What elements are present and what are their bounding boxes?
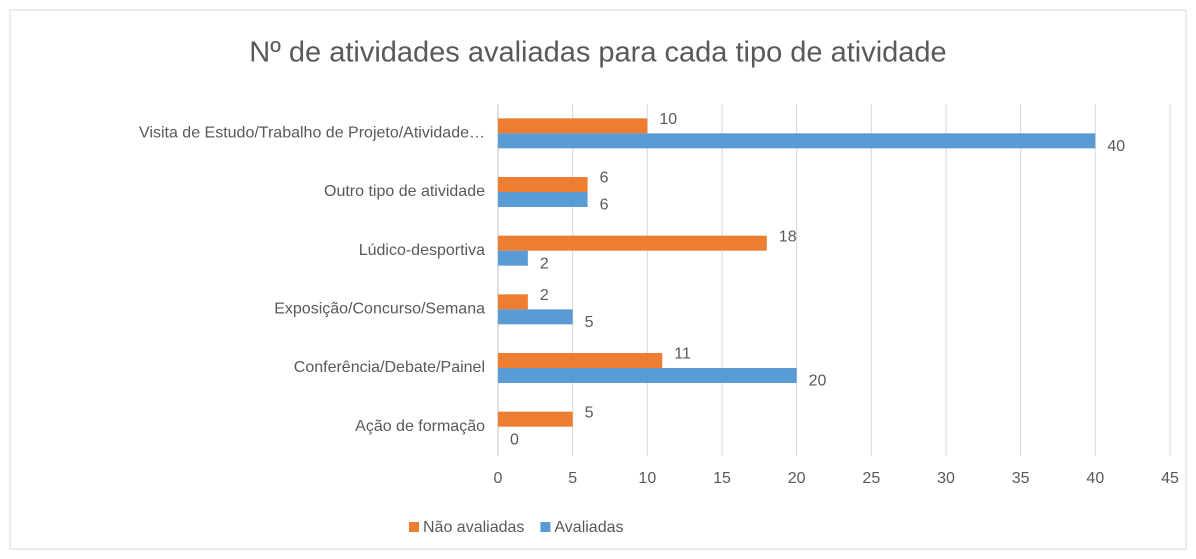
data-label: 0 (510, 431, 519, 448)
bar (498, 133, 1096, 149)
y-tick-label: Outro tipo de atividade (324, 183, 485, 200)
data-label: 5 (585, 404, 594, 421)
data-label: 6 (600, 197, 609, 214)
chart-title: Nº de atividades avaliadas para cada tip… (249, 37, 946, 69)
x-tick-label: 45 (1161, 470, 1179, 487)
data-label: 20 (809, 373, 827, 390)
y-tick-label: Exposição/Concurso/Semana (274, 301, 485, 318)
bar (498, 118, 648, 134)
data-label: 2 (540, 255, 549, 272)
y-tick-label: Ação de formação (355, 418, 485, 435)
legend-label: Não avaliadas (423, 519, 524, 536)
x-tick-label: 15 (713, 470, 731, 487)
legend-swatch (540, 522, 551, 532)
x-tick-label: 30 (937, 470, 955, 487)
bar (498, 309, 573, 325)
bar (498, 411, 573, 427)
bar (498, 250, 528, 266)
x-tick-label: 25 (862, 470, 880, 487)
legend-swatch (409, 522, 419, 532)
data-label: 6 (600, 170, 609, 187)
x-tick-label: 40 (1086, 470, 1104, 487)
y-tick-label: Visita de Estudo/Trabalho de Projeto/Ati… (139, 125, 485, 142)
bar (498, 235, 767, 251)
bar (498, 294, 528, 310)
y-tick-label: Conferência/Debate/Painel (294, 359, 485, 376)
legend-label: Avaliadas (554, 519, 623, 536)
chart-frame (9, 9, 1187, 550)
x-tick-label: 10 (638, 470, 656, 487)
y-tick-label: Lúdico-desportiva (359, 242, 485, 259)
data-label: 11 (674, 346, 691, 363)
x-tick-label: 5 (568, 470, 577, 487)
data-label: 2 (540, 287, 549, 304)
data-label: 40 (1107, 138, 1125, 155)
x-tick-label: 20 (788, 470, 806, 487)
bar (498, 368, 797, 383)
x-tick-label: 35 (1012, 470, 1030, 487)
data-label: 10 (659, 111, 677, 128)
data-label: 18 (779, 228, 797, 245)
data-label: 5 (585, 314, 594, 331)
bar (498, 177, 588, 192)
x-tick-label: 0 (494, 470, 503, 487)
bar (498, 353, 663, 368)
bar (498, 192, 588, 207)
